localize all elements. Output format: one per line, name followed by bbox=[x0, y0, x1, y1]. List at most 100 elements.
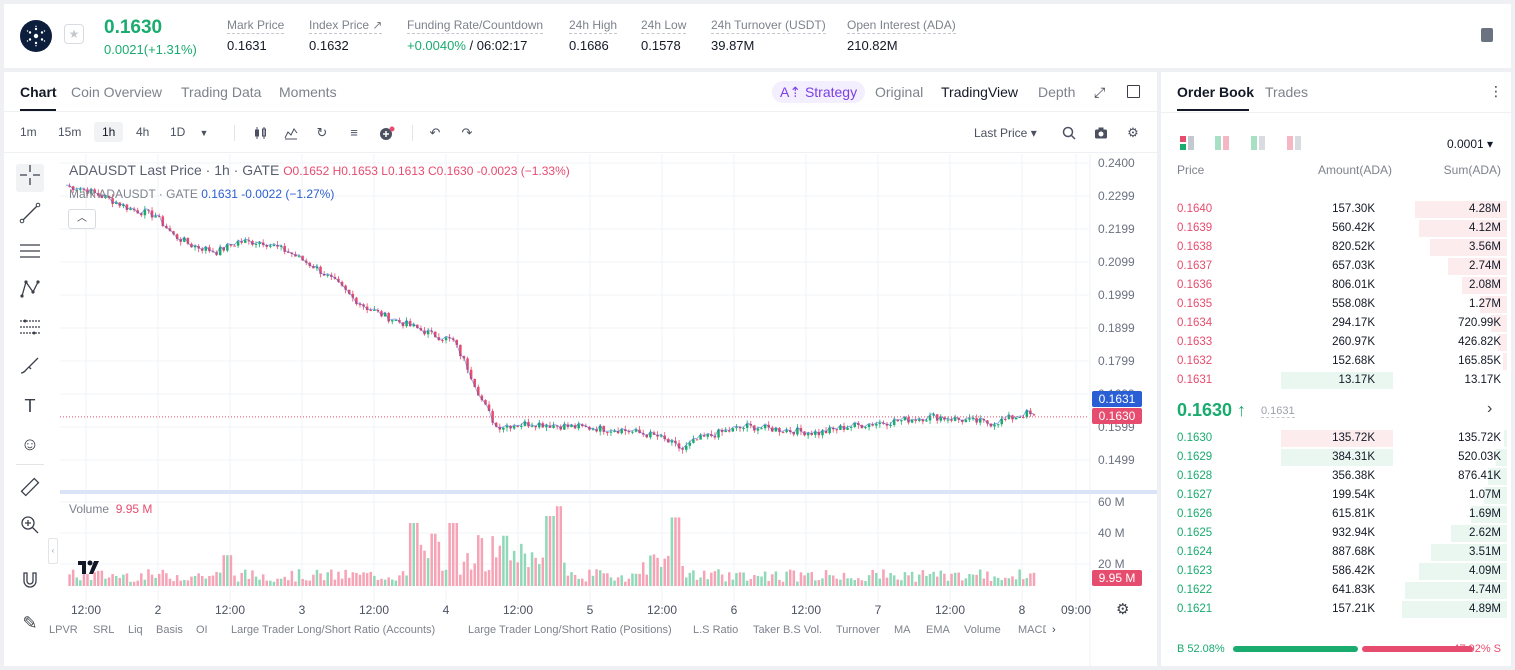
ask-row[interactable]: 0.1635 558.08K 1.27M bbox=[1161, 295, 1511, 314]
ask-row[interactable]: 0.1637 657.03K 2.74M bbox=[1161, 257, 1511, 276]
refresh-icon[interactable]: ↻ bbox=[316, 125, 328, 140]
trend-line-icon[interactable] bbox=[16, 202, 44, 230]
view-both-icon[interactable] bbox=[1179, 135, 1195, 154]
volume-bar bbox=[846, 578, 849, 586]
redo-icon[interactable]: ↷ bbox=[461, 125, 473, 140]
tab-coin-overview[interactable]: Coin Overview bbox=[71, 84, 163, 100]
tf-15m[interactable]: 15m bbox=[58, 125, 82, 139]
ask-row[interactable]: 0.1634 294.17K 720.99K bbox=[1161, 314, 1511, 333]
indicator-lt-ratio-positions[interactable]: Large Trader Long/Short Ratio (Positions… bbox=[468, 624, 672, 636]
collapse-toolbar-icon[interactable]: ‹ bbox=[48, 538, 58, 564]
fullscreen-icon[interactable]: ⤢ bbox=[1094, 84, 1106, 100]
bid-row[interactable]: 0.1629 384.31K 520.03K bbox=[1161, 448, 1511, 467]
pencil-lock-icon[interactable]: ✎ bbox=[22, 613, 38, 633]
indicator-lpvr[interactable]: LPVR bbox=[49, 624, 78, 636]
view-original[interactable]: Original bbox=[875, 84, 924, 100]
ask-row[interactable]: 0.1640 157.30K 4.28M bbox=[1161, 200, 1511, 219]
indicator-macd[interactable]: MACD bbox=[1018, 624, 1046, 636]
window-icon[interactable] bbox=[1127, 85, 1140, 98]
view-split-icon[interactable] bbox=[1214, 135, 1230, 154]
price-chart[interactable]: 0.2400 0.2299 0.2199 0.2099 0.1999 0.1899 0.17… bbox=[4, 154, 1157, 666]
indicator-volume[interactable]: Volume bbox=[964, 624, 1001, 636]
ask-row[interactable]: 0.1632 152.68K 165.85K bbox=[1161, 352, 1511, 371]
volume-bar bbox=[699, 577, 702, 586]
tab-moments[interactable]: Moments bbox=[279, 84, 337, 100]
horizontal-lines-icon[interactable] bbox=[16, 240, 44, 268]
candle-body bbox=[254, 244, 258, 246]
fibonacci-icon[interactable] bbox=[16, 316, 44, 344]
tf-1m[interactable]: 1m bbox=[20, 125, 37, 139]
bid-row[interactable]: 0.1628 356.38K 876.41K bbox=[1161, 467, 1511, 486]
magnet-icon[interactable] bbox=[16, 569, 44, 597]
candle-body bbox=[430, 330, 433, 332]
indicator-basis[interactable]: Basis bbox=[156, 624, 183, 636]
bid-row[interactable]: 0.1626 615.81K 1.69M bbox=[1161, 505, 1511, 524]
bid-row[interactable]: 0.1625 932.94K 2.62M bbox=[1161, 524, 1511, 543]
tab-trading-data[interactable]: Trading Data bbox=[181, 84, 262, 100]
ask-row[interactable]: 0.1636 806.01K 2.08M bbox=[1161, 276, 1511, 295]
view-bids-icon[interactable] bbox=[1250, 135, 1266, 154]
indicator-ls-ratio[interactable]: L.S Ratio bbox=[693, 624, 739, 636]
indicators-icon[interactable] bbox=[284, 126, 298, 140]
template-icon[interactable]: ≡ bbox=[350, 125, 358, 140]
indicator-lt-ratio-accounts[interactable]: Large Trader Long/Short Ratio (Accounts) bbox=[231, 624, 436, 636]
chevron-right-icon[interactable]: › bbox=[1487, 400, 1493, 417]
tf-4h[interactable]: 4h bbox=[136, 125, 150, 139]
collapse-legend-button[interactable]: ︿ bbox=[68, 209, 96, 229]
undo-icon[interactable]: ↶ bbox=[429, 125, 441, 140]
favorite-star-icon[interactable]: ★ bbox=[64, 24, 84, 44]
text-tool-icon[interactable]: T bbox=[24, 396, 36, 416]
bid-row[interactable]: 0.1627 199.54K 1.07M bbox=[1161, 486, 1511, 505]
ask-row[interactable]: 0.1638 820.52K 3.56M bbox=[1161, 238, 1511, 257]
settings-gear-icon[interactable]: ⚙ bbox=[1127, 125, 1139, 140]
indicator-oi[interactable]: OI bbox=[196, 624, 208, 636]
add-indicator-icon[interactable] bbox=[379, 126, 395, 140]
indicator-ema[interactable]: EMA bbox=[926, 624, 950, 636]
view-depth[interactable]: Depth bbox=[1038, 84, 1076, 100]
crosshair-icon[interactable] bbox=[16, 164, 44, 192]
ruler-icon[interactable] bbox=[16, 476, 44, 504]
search-icon[interactable] bbox=[1062, 126, 1076, 140]
bid-row[interactable]: 0.1623 586.42K 4.09M bbox=[1161, 562, 1511, 581]
precision-select[interactable]: 0.0001 ▾ bbox=[1447, 137, 1494, 151]
price-type-select[interactable]: Last Price ▾ bbox=[974, 126, 1037, 140]
candle-body bbox=[968, 418, 971, 420]
tf-1h[interactable]: 1h bbox=[94, 122, 124, 142]
active-tab-indicator bbox=[20, 109, 56, 111]
timeframe-dropdown-icon[interactable]: ▼ bbox=[199, 128, 209, 138]
indicator-turnover[interactable]: Turnover bbox=[836, 624, 880, 636]
stat-index-price[interactable]: Index Price ↗ 0.1632 bbox=[309, 18, 383, 53]
zoom-in-icon[interactable] bbox=[16, 514, 44, 542]
notes-icon[interactable] bbox=[1481, 28, 1493, 42]
tab-chart[interactable]: Chart bbox=[20, 84, 57, 100]
tab-order-book[interactable]: Order Book bbox=[1177, 84, 1255, 100]
ask-row[interactable]: 0.1633 260.97K 426.82K bbox=[1161, 333, 1511, 352]
more-options-icon[interactable]: ⋮ bbox=[1489, 83, 1503, 99]
candle-body bbox=[283, 245, 286, 252]
bid-row[interactable]: 0.1624 887.68K 3.51M bbox=[1161, 543, 1511, 562]
bid-sum: 1.69M bbox=[1469, 508, 1501, 520]
view-tradingview[interactable]: TradingView bbox=[941, 84, 1019, 100]
indicator-taker-bs-vol[interactable]: Taker B.S Vol. bbox=[753, 624, 823, 636]
camera-icon[interactable] bbox=[1094, 126, 1108, 140]
bid-amount: 932.94K bbox=[1332, 527, 1375, 539]
bid-row[interactable]: 0.1621 157.21K 4.89M bbox=[1161, 600, 1511, 619]
ask-row[interactable]: 0.1631 13.17K 13.17K bbox=[1161, 371, 1511, 390]
candle-type-icon[interactable] bbox=[254, 126, 268, 140]
bid-row[interactable]: 0.1622 641.83K 4.74M bbox=[1161, 581, 1511, 600]
tab-trades[interactable]: Trades bbox=[1265, 84, 1309, 100]
chart-settings-icon[interactable]: ⚙ bbox=[1116, 601, 1130, 618]
indicator-srl[interactable]: SRL bbox=[93, 624, 115, 636]
indicator-ma[interactable]: MA bbox=[894, 624, 911, 636]
indicator-liq[interactable]: Liq bbox=[128, 624, 143, 636]
strategy-button[interactable]: A⇡ Strategy bbox=[772, 81, 866, 103]
tf-1d[interactable]: 1D bbox=[170, 125, 186, 139]
candle-body bbox=[272, 245, 276, 247]
indicators-next-icon[interactable]: › bbox=[1052, 624, 1056, 636]
pattern-tool-icon[interactable] bbox=[16, 278, 44, 306]
bid-row[interactable]: 0.1630 135.72K 135.72K bbox=[1161, 429, 1511, 448]
view-asks-icon[interactable] bbox=[1286, 135, 1302, 154]
emoji-icon[interactable]: ☺ bbox=[20, 434, 40, 454]
ask-row[interactable]: 0.1639 560.42K 4.12M bbox=[1161, 219, 1511, 238]
brush-icon[interactable] bbox=[16, 354, 44, 382]
